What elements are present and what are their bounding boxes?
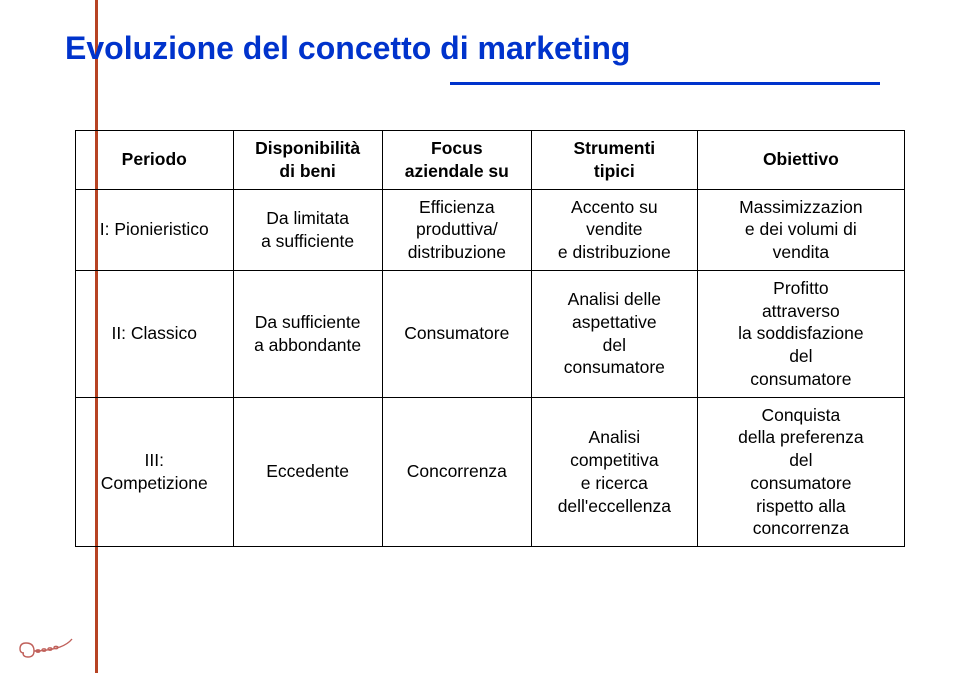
table-cell: Analisicompetitivae ricercadell'eccellen…	[531, 397, 697, 547]
table-cell: Da limitataa sufficiente	[233, 189, 382, 270]
table-cell: II: Classico	[76, 270, 234, 397]
table-header: Disponibilitàdi beni	[233, 131, 382, 190]
table-cell: Analisi delleaspettativedelconsumatore	[531, 270, 697, 397]
title-underline	[450, 82, 880, 85]
table-cell: Efficienzaproduttiva/distribuzione	[382, 189, 531, 270]
table-cell: Profittoattraversola soddisfazionedelcon…	[697, 270, 904, 397]
content-table: Periodo Disponibilitàdi beni Focusaziend…	[75, 130, 905, 547]
table-row: I: Pionieristico Da limitataa sufficient…	[76, 189, 905, 270]
table-cell: Accento suvenditee distribuzione	[531, 189, 697, 270]
spiral-logo-icon	[18, 623, 76, 659]
table-cell: Consumatore	[382, 270, 531, 397]
table-cell: Massimizzazione dei volumi divendita	[697, 189, 904, 270]
content-table-wrap: Periodo Disponibilitàdi beni Focusaziend…	[75, 130, 905, 547]
table-cell: Eccedente	[233, 397, 382, 547]
table-header: Strumentitipici	[531, 131, 697, 190]
table-header: Periodo	[76, 131, 234, 190]
table-cell: III:Competizione	[76, 397, 234, 547]
table-cell: I: Pionieristico	[76, 189, 234, 270]
table-row: III:Competizione Eccedente Concorrenza A…	[76, 397, 905, 547]
table-cell: Concorrenza	[382, 397, 531, 547]
table-cell: Conquistadella preferenzadelconsumatorer…	[697, 397, 904, 547]
table-header: Obiettivo	[697, 131, 904, 190]
table-row: II: Classico Da sufficientea abbondante …	[76, 270, 905, 397]
page-title: Evoluzione del concetto di marketing	[65, 30, 630, 67]
table-header-row: Periodo Disponibilitàdi beni Focusaziend…	[76, 131, 905, 190]
table-header: Focusaziendale su	[382, 131, 531, 190]
table-cell: Da sufficientea abbondante	[233, 270, 382, 397]
